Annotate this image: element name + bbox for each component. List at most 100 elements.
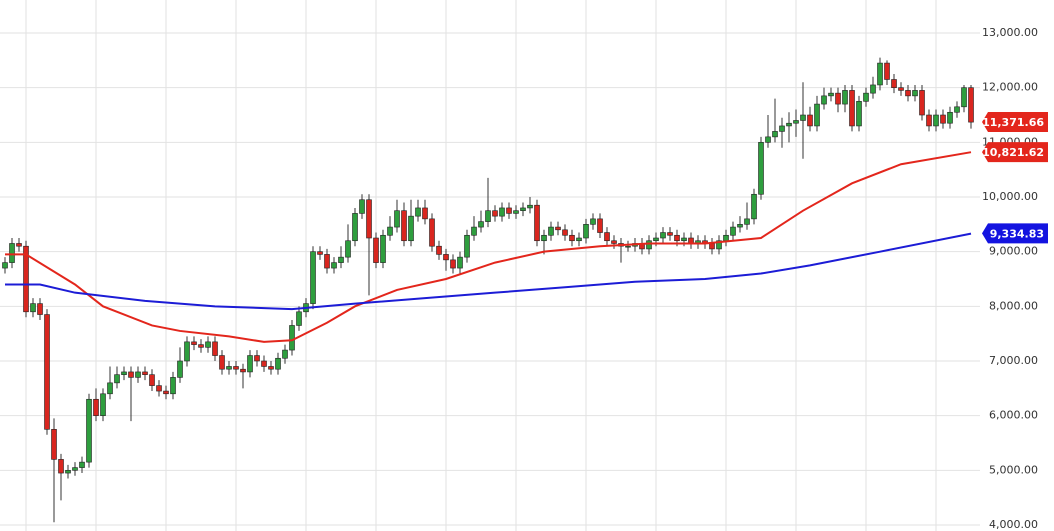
candle <box>912 84 918 102</box>
candle <box>583 218 589 244</box>
y-tick-label: 6,000.00 <box>989 409 1038 422</box>
candle-body <box>681 237 687 242</box>
candle <box>499 202 505 222</box>
candle <box>429 213 435 252</box>
candle-body <box>674 234 680 242</box>
candle-body <box>499 207 505 217</box>
candle <box>352 207 358 247</box>
candle-body <box>170 377 176 395</box>
candle-body <box>380 234 386 263</box>
candle <box>275 352 281 375</box>
candle <box>968 84 974 129</box>
price-tag-label: 11,371.66 <box>982 116 1044 129</box>
candle-body <box>611 240 617 244</box>
candle <box>870 76 876 99</box>
candle <box>373 232 379 269</box>
candle <box>380 229 386 269</box>
candle <box>688 232 694 249</box>
candle-body <box>338 256 344 263</box>
candle-body <box>37 303 43 315</box>
candle-body <box>79 461 85 468</box>
price-tag <box>982 142 1048 163</box>
candle-body <box>926 114 932 127</box>
candle <box>926 109 932 132</box>
candle-body <box>44 314 50 430</box>
candle <box>401 202 407 247</box>
candle <box>625 240 631 252</box>
candle <box>569 229 575 247</box>
candle-body <box>961 87 967 108</box>
candle-body <box>324 254 330 269</box>
candle-body <box>107 382 113 395</box>
candle-body <box>947 111 953 124</box>
candle-body <box>849 90 855 127</box>
candle-body <box>772 131 778 138</box>
candle-body <box>667 232 673 236</box>
candle-body <box>597 218 603 233</box>
candle <box>807 106 813 132</box>
candle <box>919 84 925 121</box>
candle-body <box>464 234 470 258</box>
candle-body <box>744 218 750 225</box>
candle-body <box>247 355 253 373</box>
candle-body <box>541 234 547 242</box>
candle-body <box>562 229 568 236</box>
candle-body <box>23 245 29 313</box>
candle <box>898 82 904 96</box>
candle-body <box>877 62 883 86</box>
candle <box>219 350 225 375</box>
candle-body <box>590 218 596 225</box>
y-tick-label: 10,000.00 <box>982 190 1038 203</box>
candle-body <box>142 371 148 375</box>
candle <box>786 112 792 143</box>
candle <box>716 235 722 255</box>
candle <box>387 216 393 241</box>
candle-body <box>205 341 211 348</box>
candle <box>961 84 967 113</box>
candle <box>79 456 85 474</box>
candle-body <box>492 210 498 217</box>
candle-body <box>716 240 722 250</box>
candle-body <box>646 240 652 250</box>
candle-body <box>954 106 960 113</box>
candle <box>170 371 176 400</box>
y-tick-label: 8,000.00 <box>989 299 1038 312</box>
candle <box>422 199 428 225</box>
candle <box>618 238 624 263</box>
candle <box>646 235 652 255</box>
candle-body <box>254 355 260 362</box>
candle-body <box>163 390 169 395</box>
candle <box>226 360 232 375</box>
candle <box>37 298 43 320</box>
candle-body <box>709 243 715 250</box>
candle-body <box>51 429 57 460</box>
candle <box>660 227 666 244</box>
y-tick-label: 4,000.00 <box>989 518 1038 531</box>
candle <box>800 82 806 159</box>
candle <box>597 213 603 239</box>
candle <box>212 336 218 361</box>
candle <box>695 235 701 249</box>
candle <box>590 213 596 230</box>
moving-average-line <box>5 232 972 311</box>
candle-body <box>366 199 372 239</box>
candle-body <box>289 325 295 351</box>
candle <box>534 199 540 247</box>
candle-body <box>100 393 106 416</box>
candle-body <box>835 92 841 105</box>
candle-body <box>884 62 890 80</box>
candle <box>471 216 477 241</box>
candle-body <box>261 360 267 367</box>
candle-body <box>156 385 162 392</box>
candle <box>331 257 337 274</box>
candle <box>436 240 442 260</box>
candle-body <box>443 254 449 261</box>
candle <box>863 87 869 107</box>
candle <box>282 344 288 364</box>
candle-body <box>933 114 939 127</box>
moving-average-line <box>5 151 972 343</box>
candle <box>205 336 211 353</box>
candle-body <box>359 199 365 214</box>
candle-body <box>149 374 155 386</box>
candle <box>793 109 799 137</box>
